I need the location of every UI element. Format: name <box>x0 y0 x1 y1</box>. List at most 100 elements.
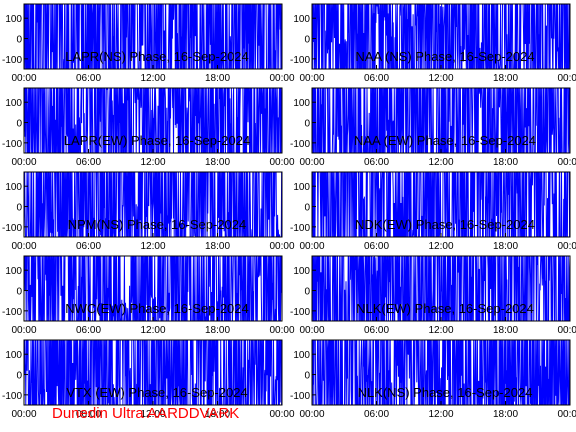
phase-series-line <box>312 172 570 237</box>
chart-title: LAPR(EW) Phase, 16-Sep-2024 <box>64 133 250 148</box>
x-tick-label: 00:00 <box>11 157 36 168</box>
chart-panel: 100 0 -100 00:00 06:00 12:00 18:00 00:00 LAPR(NS… <box>2 3 295 84</box>
y-tick-label: -100 <box>290 55 310 66</box>
x-tick-label: 00:00 <box>269 325 294 336</box>
chart-title: NWC(EW) Phase, 16-Sep-2024 <box>65 301 249 316</box>
x-tick-label: 06:00 <box>76 409 101 420</box>
x-tick-label: 18:00 <box>205 325 230 336</box>
y-tick-label: 0 <box>16 371 22 382</box>
phase-series-line <box>312 88 570 153</box>
x-tick-label: 00:00 <box>557 73 576 84</box>
phase-series-line <box>312 340 570 405</box>
y-tick-label: 100 <box>293 98 310 109</box>
y-tick-label: 0 <box>16 203 22 214</box>
chart-panel: 100 0 -100 00:00 06:00 12:00 18:00 00:00 NAA (NS… <box>290 3 576 84</box>
x-tick-label: 06:00 <box>76 157 101 168</box>
y-tick-label: 100 <box>5 266 22 277</box>
x-tick-label: 12:00 <box>140 325 165 336</box>
x-tick-label: 00:00 <box>299 157 324 168</box>
x-tick-label: 00:00 <box>299 241 324 252</box>
y-tick-label: -100 <box>2 391 22 402</box>
x-tick-label: 18:00 <box>205 73 230 84</box>
y-tick-label: -100 <box>290 139 310 150</box>
phase-series-line <box>312 4 570 69</box>
x-tick-label: 12:00 <box>428 157 453 168</box>
chart-title: NLK(NS) Phase, 16-Sep-2024 <box>358 385 533 400</box>
y-tick-label: 100 <box>293 350 310 361</box>
y-tick-label: 100 <box>5 14 22 25</box>
x-tick-label: 06:00 <box>76 73 101 84</box>
x-tick-label: 06:00 <box>364 157 389 168</box>
chart-panel: 100 0 -100 00:00 06:00 12:00 18:00 00:00 NAA (EW… <box>290 87 576 168</box>
chart-title: LAPR(NS) Phase, 16-Sep-2024 <box>65 49 249 64</box>
phase-series-line <box>24 172 282 237</box>
x-tick-label: 00:00 <box>299 73 324 84</box>
y-tick-label: 100 <box>5 98 22 109</box>
y-tick-label: 0 <box>16 287 22 298</box>
y-tick-label: 100 <box>293 266 310 277</box>
chart-title: NDK(EW) Phase, 16-Sep-2024 <box>355 217 535 232</box>
footer-text: Dunedin Ultra AARDDVARK <box>52 405 240 422</box>
y-tick-label: 100 <box>293 14 310 25</box>
x-tick-label: 00:00 <box>11 325 36 336</box>
x-tick-label: 18:00 <box>493 241 518 252</box>
x-tick-label: 18:00 <box>205 241 230 252</box>
y-tick-label: 0 <box>304 287 310 298</box>
y-tick-label: 0 <box>16 35 22 46</box>
y-tick-label: 0 <box>304 371 310 382</box>
x-tick-label: 00:00 <box>269 73 294 84</box>
y-tick-label: 100 <box>5 350 22 361</box>
x-tick-label: 06:00 <box>76 241 101 252</box>
y-tick-label: 0 <box>304 203 310 214</box>
y-tick-label: -100 <box>2 307 22 318</box>
x-tick-label: 00:00 <box>557 241 576 252</box>
x-tick-label: 00:00 <box>557 325 576 336</box>
x-tick-label: 06:00 <box>364 73 389 84</box>
y-tick-label: -100 <box>290 223 310 234</box>
chart-title: NPM(NS) Phase, 16-Sep-2024 <box>68 217 246 232</box>
x-tick-label: 06:00 <box>364 325 389 336</box>
chart-title: NAA (NS) Phase, 16-Sep-2024 <box>355 49 534 64</box>
x-tick-label: 12:00 <box>140 73 165 84</box>
phase-series-line <box>24 4 282 69</box>
chart-panel: 100 0 -100 00:00 06:00 12:00 18:00 00:00 LAPR(EW… <box>2 87 295 168</box>
chart-title: NAA (EW) Phase, 16-Sep-2024 <box>354 133 536 148</box>
x-tick-label: 00:00 <box>299 409 324 420</box>
y-tick-label: 100 <box>293 182 310 193</box>
chart-panel: 100 0 -100 00:00 06:00 12:00 18:00 00:00 NPM(NS)… <box>2 171 295 252</box>
chart-panel: 100 0 -100 00:00 06:00 12:00 18:00 00:00 NDK(EW)… <box>290 171 576 252</box>
phase-series-line <box>24 340 282 405</box>
x-tick-label: 06:00 <box>76 325 101 336</box>
x-tick-label: 12:00 <box>140 241 165 252</box>
x-tick-label: 12:00 <box>428 241 453 252</box>
x-tick-label: 18:00 <box>493 157 518 168</box>
x-tick-label: 00:00 <box>269 409 294 420</box>
chart-panel: 100 0 -100 00:00 06:00 12:00 18:00 00:00 NLK(NS)… <box>290 339 576 420</box>
chart-panel: 100 0 -100 00:00 06:00 12:00 18:00 00:00 NWC(EW)… <box>2 255 295 336</box>
chart-title: VTX (EW) Phase, 16-Sep-2024 <box>66 385 247 400</box>
x-tick-label: 18:00 <box>205 409 230 420</box>
x-tick-label: 12:00 <box>428 73 453 84</box>
phase-series-line <box>24 256 282 321</box>
y-tick-label: -100 <box>290 391 310 402</box>
y-tick-label: 0 <box>304 119 310 130</box>
x-tick-label: 00:00 <box>557 409 576 420</box>
x-tick-label: 00:00 <box>299 325 324 336</box>
x-tick-label: 00:00 <box>269 157 294 168</box>
y-tick-label: -100 <box>2 223 22 234</box>
x-tick-label: 12:00 <box>140 157 165 168</box>
y-tick-label: 0 <box>16 119 22 130</box>
x-tick-label: 12:00 <box>428 409 453 420</box>
x-tick-label: 18:00 <box>205 157 230 168</box>
y-tick-label: 100 <box>5 182 22 193</box>
x-tick-label: 00:00 <box>11 241 36 252</box>
x-tick-label: 06:00 <box>364 409 389 420</box>
x-tick-label: 00:00 <box>11 409 36 420</box>
y-tick-label: -100 <box>2 139 22 150</box>
x-tick-label: 00:00 <box>557 157 576 168</box>
x-tick-label: 18:00 <box>493 73 518 84</box>
x-tick-label: 06:00 <box>364 241 389 252</box>
x-tick-label: 00:00 <box>269 241 294 252</box>
phase-series-line <box>24 88 282 153</box>
